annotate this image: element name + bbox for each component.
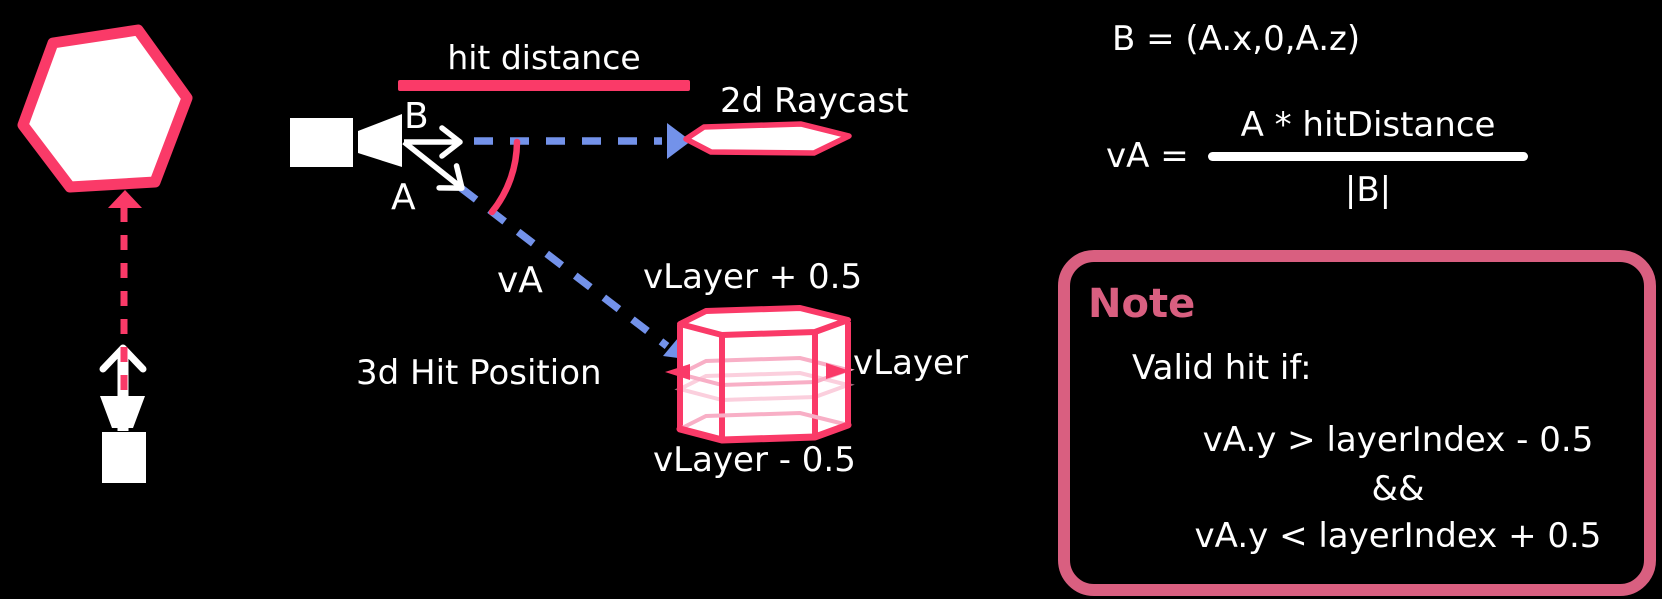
prism-top-face (677, 305, 851, 338)
vertical-ray-arrowhead (108, 190, 142, 208)
vlayer-label: vLayer (853, 343, 968, 383)
hit-distance-bar (398, 80, 690, 91)
vector-a-arrow (402, 139, 465, 191)
note-condition-line1: vA.y > layerIndex - 0.5 (1202, 420, 1594, 460)
hex-cell-figure (17, 24, 193, 483)
angle-arc (488, 138, 521, 216)
va-label: vA (497, 260, 543, 301)
note-condition-intro: Valid hit if: (1132, 348, 1312, 388)
camera-up-frustum (100, 396, 145, 428)
vlayer-tip-right (826, 363, 850, 379)
camera-right-body (290, 118, 353, 167)
vector-b-label: B (404, 96, 429, 137)
vlayer-minus-label: vLayer - 0.5 (653, 440, 856, 480)
formula-va-denominator: |B| (1344, 170, 1392, 210)
raycast-scene (290, 80, 855, 444)
prism-bottom-front-edges (676, 421, 852, 444)
note-box (1058, 250, 1656, 596)
formula-va-lhs: vA = (1106, 136, 1189, 176)
hit-distance-label: hit distance (447, 38, 641, 77)
hit-shape-2d (683, 121, 852, 156)
formula-b-equation: B = (A.x,0,A.z) (1112, 19, 1361, 59)
vector-b-arrow (404, 125, 463, 159)
hex-prism (665, 305, 855, 444)
vector-a-label: A (391, 177, 416, 218)
hexagon-cell-shape (17, 24, 193, 193)
note-condition-operator: && (1371, 469, 1425, 509)
note-title: Note (1088, 281, 1196, 327)
hit-position-3d-label: 3d Hit Position (356, 353, 602, 393)
formula-va-numerator: A * hitDistance (1240, 105, 1496, 145)
prism-bottom-back-edges (679, 410, 849, 431)
raycast-2d-label: 2d Raycast (720, 81, 909, 121)
camera-right-frustum (358, 114, 402, 167)
vlayer-plus-label: vLayer + 0.5 (643, 257, 863, 297)
note-condition-line2: vA.y < layerIndex + 0.5 (1194, 516, 1602, 556)
raycast-2d-arrowhead (667, 123, 691, 159)
fraction-bar (1208, 152, 1528, 161)
camera-up-body (102, 432, 146, 483)
raycast-3d-dashed-line (458, 185, 670, 349)
